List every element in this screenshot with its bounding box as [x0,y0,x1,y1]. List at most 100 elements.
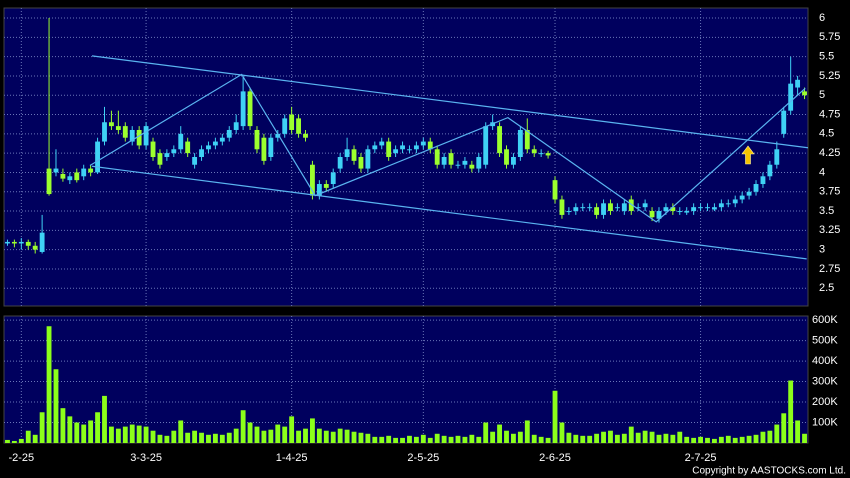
volume-bar [649,431,655,443]
candle-body [102,122,107,142]
candle-body [316,184,322,196]
volume-bar [538,436,544,443]
volume-bar [178,420,184,443]
candle-body [5,241,10,244]
volume-bar [725,435,731,443]
candle-body [434,149,440,165]
candle-body [476,157,482,169]
candle-body [233,122,239,130]
candle-body [254,129,260,150]
candle-body [261,137,267,161]
volume-bar [247,422,253,443]
plot-layer: -2-25 3-3-25 1-4-25 2-5-25 2-6-25 2-7-25 6 5.75… [4,8,840,464]
volume-bar [157,434,163,443]
volume-bar [206,434,211,443]
volume-bar [760,431,766,443]
volume-bar [698,436,703,443]
candle-body [677,211,683,213]
volume-bar [511,433,516,443]
volume-bar [212,433,218,443]
volume-bar [476,436,482,443]
y-tick-label: 600K [812,314,838,326]
volume-bar [767,430,773,443]
candle-body [497,126,502,154]
volume-bar [504,430,509,443]
volume-bar [448,436,454,443]
volume-bar [753,434,759,443]
candle-body [400,145,405,150]
volume-bar [219,434,225,443]
volume-bar [46,326,52,443]
candle-body [32,245,38,250]
volume-bar [573,434,579,443]
candle-body [289,114,295,130]
candle-body [109,122,114,127]
volume-bar [407,435,412,443]
y-tick-label: 4.25 [819,147,840,159]
candle-body [192,157,198,165]
y-tick-label: 3 [819,244,825,256]
x-tick-label: 2-5-25 [407,452,439,464]
candle-body [573,207,579,212]
volume-bar [261,430,267,443]
volume-bar [289,416,295,443]
candle-body [88,168,94,173]
volume-bar [323,430,329,443]
candle-body [351,149,357,161]
candle-body [594,207,600,215]
volume-bar [372,436,378,443]
volume-bar [739,436,745,443]
volume-bar [712,438,717,443]
candle-body [552,180,558,200]
volume-bar [254,426,260,443]
candle-body [746,191,752,196]
volume-bar [316,428,322,443]
volume-bar [462,436,468,443]
volume-bar [67,416,73,443]
candle-body [705,207,710,209]
candle-body [150,141,156,157]
candle-body [781,110,787,134]
candle-body [698,207,703,209]
y-tick-label: 2.75 [819,263,840,275]
volume-bar [5,439,10,443]
candle-body [379,141,385,146]
candle-body [732,199,738,204]
candle-body [524,129,530,150]
volume-bar [469,434,475,443]
volume-bar [136,425,142,443]
candle-body [587,207,593,209]
y-tick-label: 5.75 [819,31,840,43]
volume-bar [614,434,620,443]
y-tick-label: 500K [812,334,838,346]
volume-bar [199,432,204,443]
volume-bar [39,412,45,443]
volume-bar [656,434,662,443]
volume-bar [642,430,648,443]
volume-bar [365,433,371,443]
candle-body [247,91,253,127]
volume-bar [455,435,461,443]
candle-body [580,207,586,209]
volume-bar [545,437,551,443]
candle-body [185,141,191,154]
candle-body [365,149,371,169]
volume-bar [95,412,100,443]
candle-body [712,207,717,210]
candle-body [303,133,308,138]
volume-bar [150,430,156,443]
candle-body [310,164,315,196]
y-tick-label: 5.25 [819,70,840,82]
volume-bar [580,435,586,443]
candle-body [136,129,142,146]
volume-bar [788,380,794,443]
candle-body [538,153,544,155]
candle-body [566,211,572,213]
volume-bar [81,424,87,443]
candle-body [628,199,634,212]
candle-body [531,149,537,154]
candle-body [337,157,343,169]
candle-body [164,153,170,157]
candle-body [469,164,475,169]
volume-bar [330,431,336,443]
